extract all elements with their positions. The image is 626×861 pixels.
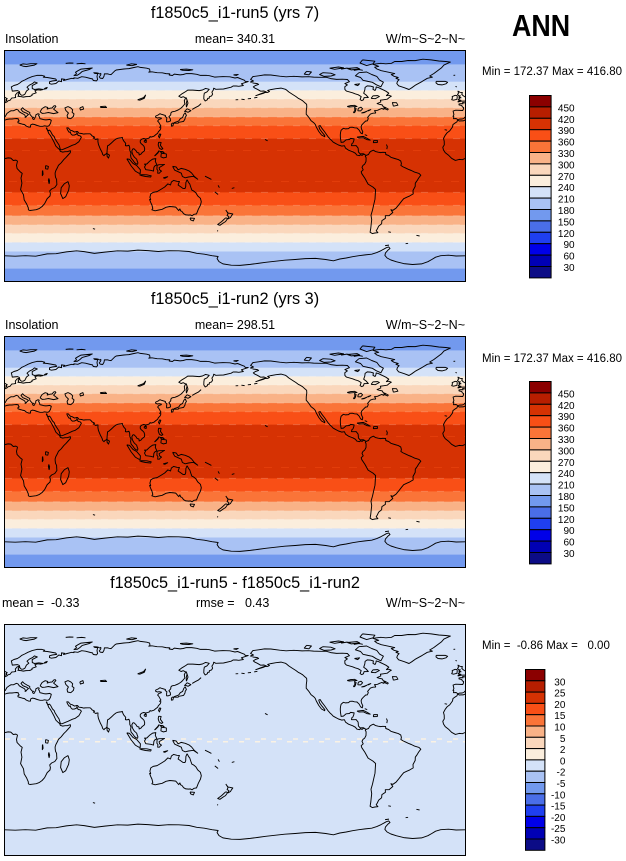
svg-text:360: 360 <box>558 424 575 435</box>
svg-text:30: 30 <box>563 549 575 560</box>
svg-text:330: 330 <box>558 149 575 160</box>
svg-text:-15: -15 <box>551 801 566 812</box>
svg-text:120: 120 <box>558 515 575 526</box>
svg-text:5: 5 <box>559 734 565 745</box>
svg-text:240: 240 <box>558 469 575 480</box>
svg-text:20: 20 <box>554 700 566 711</box>
svg-text:420: 420 <box>558 114 575 125</box>
svg-text:150: 150 <box>558 217 575 228</box>
svg-text:60: 60 <box>563 538 575 549</box>
svg-text:60: 60 <box>563 251 575 262</box>
svg-text:330: 330 <box>558 435 575 446</box>
svg-text:-25: -25 <box>551 824 566 835</box>
svg-text:-2: -2 <box>556 767 565 778</box>
svg-text:-5: -5 <box>556 779 565 790</box>
svg-text:210: 210 <box>558 481 575 492</box>
svg-text:180: 180 <box>558 206 575 217</box>
svg-text:300: 300 <box>558 446 575 457</box>
svg-text:0: 0 <box>559 756 565 767</box>
svg-text:90: 90 <box>563 526 575 537</box>
svg-text:30: 30 <box>554 677 566 688</box>
svg-text:90: 90 <box>563 240 575 251</box>
svg-text:-10: -10 <box>551 790 566 801</box>
svg-text:390: 390 <box>558 412 575 423</box>
svg-text:420: 420 <box>558 401 575 412</box>
svg-text:450: 450 <box>558 103 575 114</box>
svg-text:270: 270 <box>558 171 575 182</box>
svg-text:450: 450 <box>558 389 575 400</box>
svg-text:2: 2 <box>559 745 565 756</box>
svg-text:390: 390 <box>558 126 575 137</box>
svg-text:270: 270 <box>558 458 575 469</box>
svg-text:15: 15 <box>554 711 566 722</box>
svg-text:240: 240 <box>558 183 575 194</box>
svg-text:210: 210 <box>558 194 575 205</box>
svg-text:120: 120 <box>558 228 575 239</box>
svg-text:180: 180 <box>558 492 575 503</box>
svg-text:25: 25 <box>554 688 566 699</box>
svg-text:300: 300 <box>558 160 575 171</box>
svg-text:10: 10 <box>554 722 566 733</box>
svg-text:-20: -20 <box>551 813 566 824</box>
svg-text:360: 360 <box>558 137 575 148</box>
svg-text:-30: -30 <box>551 835 566 846</box>
svg-text:150: 150 <box>558 503 575 514</box>
svg-text:30: 30 <box>563 263 575 274</box>
